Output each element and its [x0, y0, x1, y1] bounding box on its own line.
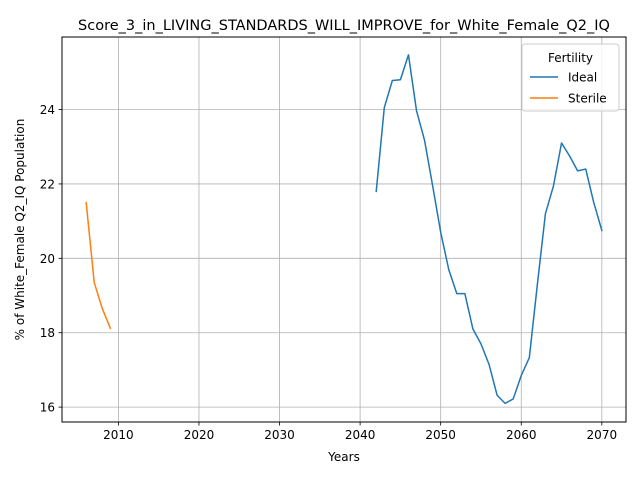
plot-area-frame: [61, 36, 627, 423]
y-axis-label: % of White_Female Q2_IQ Population: [13, 119, 27, 341]
y-tick-label: 20: [40, 252, 55, 266]
legend-label-ideal: Ideal: [568, 71, 597, 85]
axis-ticks: 2010 2020 2030 2040 2050 2060 2070 16 18 20 22 24: [40, 103, 617, 442]
x-axis-label: Years: [327, 450, 360, 464]
x-tick-label: 2030: [264, 428, 295, 442]
legend-items: Ideal Sterile: [530, 71, 607, 106]
y-tick-label: 18: [40, 326, 55, 340]
y-tick-label: 24: [40, 103, 55, 117]
x-tick-label: 2050: [425, 428, 456, 442]
legend: Fertility Ideal Sterile: [521, 43, 620, 112]
series-line-sterile: [85, 201, 112, 330]
legend-title: Fertility: [548, 51, 593, 65]
series-lines: [85, 54, 603, 405]
y-tick-label: 22: [40, 177, 55, 191]
grid-lines: [62, 37, 626, 422]
legend-label-sterile: Sterile: [568, 92, 607, 106]
legend-box: [521, 43, 620, 112]
series-line-ideal: [375, 54, 603, 405]
x-tick-label: 2020: [184, 428, 215, 442]
y-tick-label: 16: [40, 401, 55, 415]
x-tick-label: 2010: [103, 428, 134, 442]
x-tick-label: 2060: [506, 428, 537, 442]
chart-title: Score_3_in_LIVING_STANDARDS_WILL_IMPROVE…: [78, 18, 610, 34]
x-tick-label: 2070: [587, 428, 618, 442]
x-tick-label: 2040: [345, 428, 376, 442]
